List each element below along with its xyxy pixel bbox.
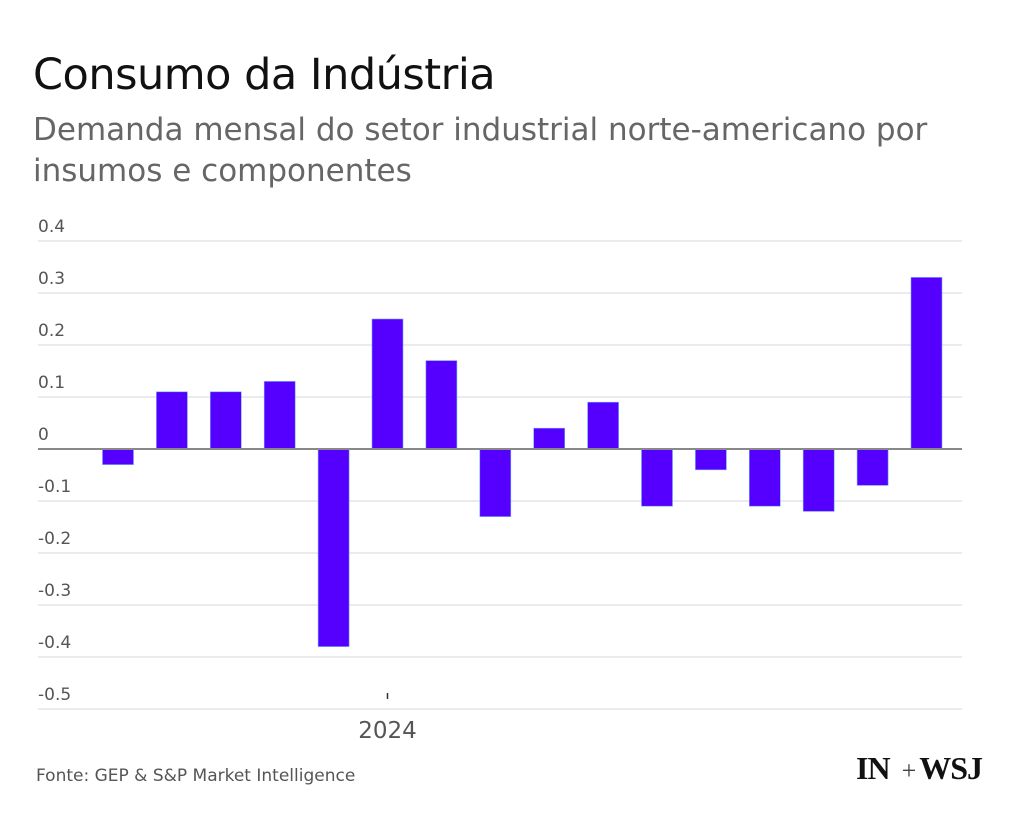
bar-2023-08 <box>102 448 134 465</box>
publisher-logo: IN + WSJ <box>856 750 983 787</box>
bar-2023-10 <box>210 391 242 450</box>
y-tick-label: -0.3 <box>38 581 71 601</box>
bar-2024-04 <box>533 427 566 450</box>
logo-in: IN <box>856 750 891 786</box>
y-tick-label: 0.2 <box>38 321 65 341</box>
source-note: Fonte: GEP & S&P Market Intelligence <box>36 766 356 786</box>
y-tick-label: -0.1 <box>38 477 71 497</box>
bar-2024-09 <box>802 448 835 512</box>
y-tick-label: 0.3 <box>38 269 65 289</box>
bar-2023-12 <box>317 448 350 647</box>
y-tick-label: -0.5 <box>38 685 71 705</box>
logo-plus: + <box>901 756 917 785</box>
y-tick-label: 0.1 <box>38 373 65 393</box>
chart-title: Consumo da Indústria <box>33 50 496 100</box>
bar-2024-11 <box>910 277 943 450</box>
bar-2024-07 <box>695 448 727 471</box>
bar-2024-03 <box>479 448 512 517</box>
bar-2024-02 <box>425 360 458 450</box>
bar-2024-06 <box>641 448 673 507</box>
y-tick-label: 0 <box>38 425 49 445</box>
y-tick-label: -0.2 <box>38 529 71 549</box>
y-tick-label: 0.4 <box>38 217 65 237</box>
chart-subtitle: Demanda mensal do setor industrial norte… <box>33 112 928 189</box>
bar-2024-01 <box>371 318 404 450</box>
bar-2024-08 <box>748 448 781 507</box>
logo-wsj: WSJ <box>919 750 983 786</box>
bar-2023-09 <box>156 391 188 450</box>
bar-2023-11 <box>263 381 296 450</box>
bar-2024-05 <box>587 401 619 450</box>
bar-2024-10 <box>856 448 889 486</box>
y-tick-label: -0.4 <box>38 633 71 653</box>
x-tick-label: 2024 <box>358 718 417 744</box>
